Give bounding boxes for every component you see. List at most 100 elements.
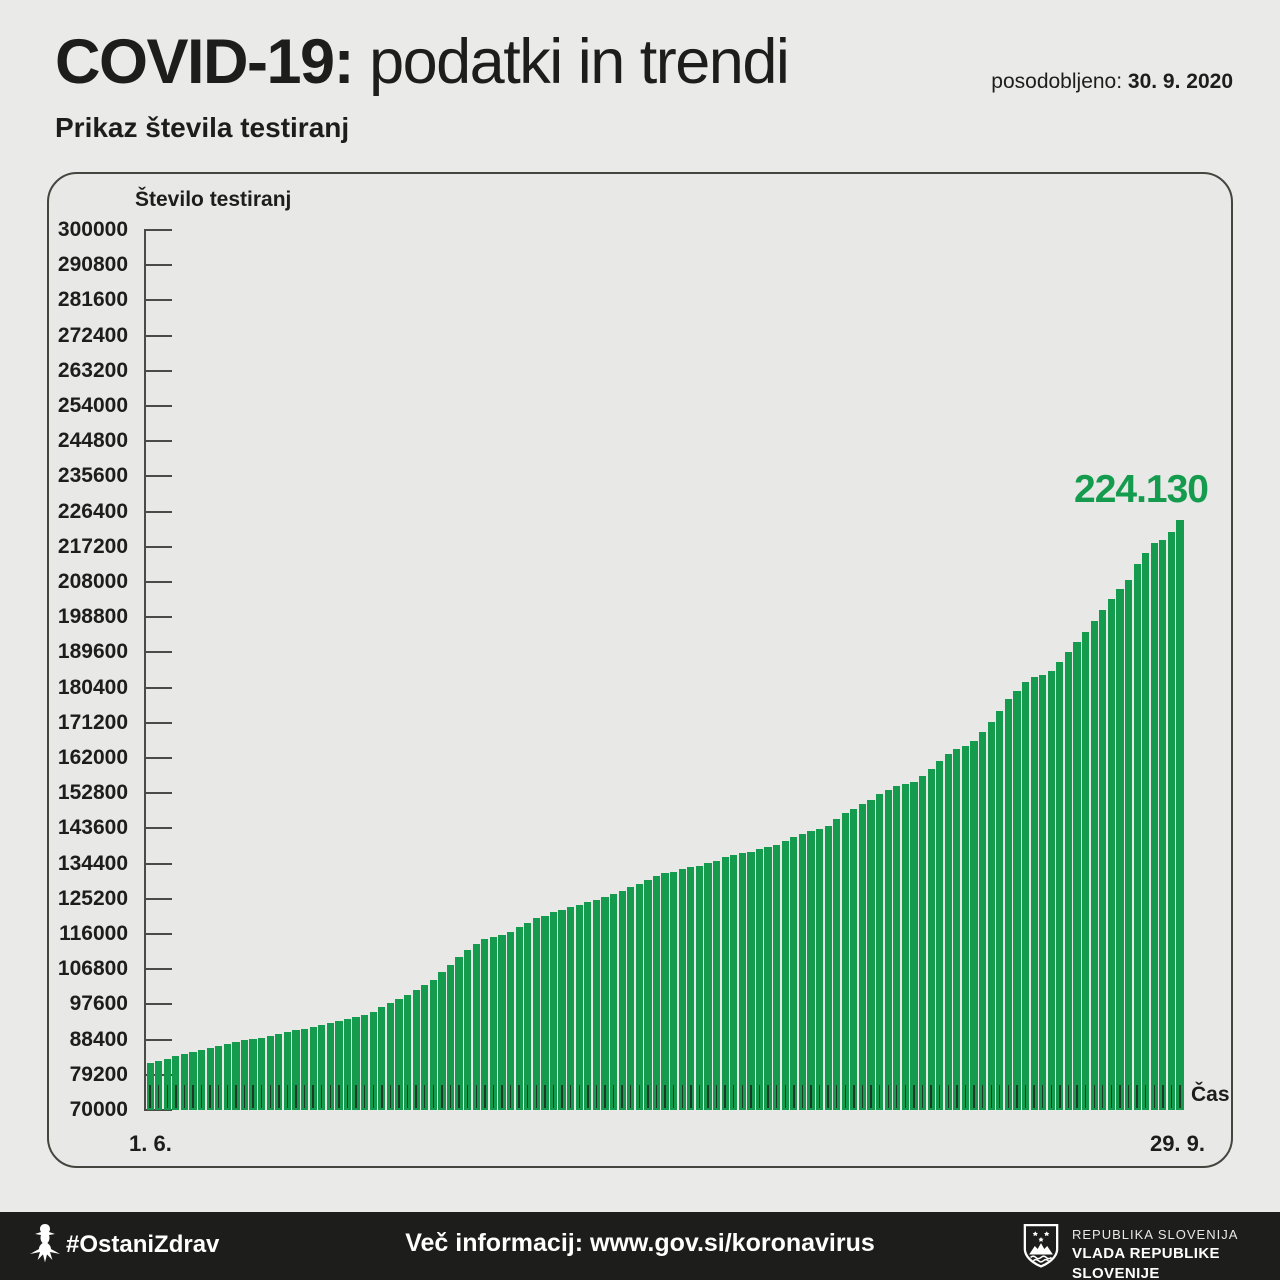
bar: [515, 927, 523, 1110]
updated-label: posodobljeno:: [991, 70, 1128, 93]
y-tick-mark: [144, 1038, 172, 1041]
bar: [996, 710, 1004, 1110]
x-tick-mark: [921, 1085, 924, 1108]
x-tick-mark: [569, 1085, 572, 1108]
x-tick-mark: [312, 1085, 314, 1108]
x-tick-mark: [758, 1085, 761, 1108]
bar: [300, 1028, 309, 1110]
x-tick-mark: [999, 1085, 1001, 1108]
y-tick-label: 88400: [69, 1027, 128, 1051]
x-tick-mark: [853, 1085, 855, 1108]
x-tick-mark: [1162, 1085, 1164, 1108]
bar: [901, 784, 909, 1110]
x-tick-mark: [896, 1085, 898, 1108]
x-tick-mark: [363, 1085, 366, 1108]
x-tick-mark: [861, 1085, 864, 1108]
bar: [506, 932, 515, 1110]
x-tick-mark: [647, 1085, 649, 1108]
x-tick-mark: [981, 1085, 984, 1108]
x-tick-mark: [612, 1085, 615, 1108]
x-tick-mark: [1050, 1085, 1052, 1108]
x-tick-mark: [1007, 1085, 1010, 1108]
x-tick-mark: [587, 1085, 589, 1108]
x-tick-mark: [827, 1085, 829, 1108]
bar: [215, 1046, 223, 1110]
x-tick-mark: [535, 1085, 538, 1108]
x-tick-mark: [243, 1085, 246, 1108]
bar: [910, 781, 918, 1110]
y-axis-line: [144, 230, 146, 1110]
y-tick-mark: [144, 651, 172, 654]
y-tick-label: 189600: [57, 640, 128, 664]
bar: [558, 909, 566, 1110]
bar: [197, 1050, 206, 1110]
x-tick-mark: [449, 1085, 452, 1108]
x-tick-mark: [149, 1085, 151, 1108]
x-tick-mark: [509, 1085, 512, 1108]
bar: [807, 831, 815, 1110]
footer-bar: #OstaniZdrav Več informacij: www.gov.si/…: [0, 1212, 1280, 1280]
bar: [1124, 579, 1133, 1110]
bar: [584, 902, 592, 1110]
bar: [893, 786, 901, 1110]
x-tick-mark: [887, 1085, 889, 1108]
bar: [283, 1032, 292, 1110]
bar: [790, 837, 798, 1110]
updated-timestamp: posodobljeno: 30. 9. 2020: [991, 70, 1233, 94]
x-tick-mark: [818, 1085, 821, 1108]
y-axis-title: Število testiranj: [135, 188, 292, 211]
bar: [369, 1011, 377, 1110]
x-tick-mark: [1033, 1085, 1035, 1108]
bar: [489, 937, 498, 1110]
bar: [249, 1038, 257, 1110]
bar: [738, 853, 746, 1110]
x-tick-mark: [784, 1085, 786, 1108]
y-tick-label: 217200: [57, 534, 128, 558]
x-tick-mark: [604, 1085, 606, 1108]
y-tick-mark: [144, 686, 172, 689]
y-tick-mark: [144, 299, 172, 302]
x-tick-mark: [527, 1085, 529, 1108]
x-tick-mark: [1127, 1085, 1130, 1108]
bar: [1047, 670, 1055, 1110]
bar: [1082, 631, 1090, 1110]
bar: [1030, 677, 1038, 1110]
bar: [1133, 564, 1141, 1110]
bar: [258, 1037, 266, 1110]
x-tick-mark: [432, 1085, 435, 1108]
x-tick-mark: [544, 1085, 546, 1108]
bar: [833, 819, 841, 1110]
x-tick-mark: [183, 1085, 186, 1108]
y-tick-mark: [144, 827, 172, 830]
bar: [335, 1020, 343, 1110]
government-label-line2: VLADA REPUBLIKE SLOVENIJE: [1072, 1244, 1220, 1280]
x-tick-mark: [836, 1085, 838, 1108]
x-tick-mark: [733, 1085, 735, 1108]
x-tick-mark: [664, 1085, 666, 1108]
x-tick-mark: [218, 1085, 220, 1108]
x-tick-mark: [200, 1085, 203, 1108]
x-tick-mark: [775, 1085, 778, 1108]
y-tick-mark: [144, 1003, 172, 1006]
y-tick-label: 79200: [69, 1062, 128, 1086]
bar: [652, 876, 661, 1110]
y-tick-mark: [144, 933, 172, 935]
bar: [670, 871, 678, 1110]
x-tick-mark: [767, 1085, 769, 1108]
x-tick-mark: [492, 1085, 495, 1108]
y-tick-label: 162000: [57, 746, 128, 769]
y-tick-label: 281600: [57, 288, 128, 312]
bar: [936, 760, 944, 1110]
bar: [343, 1018, 352, 1110]
bar: [618, 890, 626, 1110]
footer-info-text: Več informacij: www.gov.si/koronavirus: [405, 1229, 875, 1257]
x-tick-mark: [1153, 1085, 1155, 1108]
x-tick-mark: [1042, 1085, 1044, 1108]
bar: [172, 1056, 180, 1110]
bar: [395, 999, 403, 1110]
y-tick-label: 70000: [69, 1098, 128, 1121]
y-tick-label: 226400: [57, 499, 128, 523]
bar: [464, 949, 472, 1110]
x-tick-mark: [1016, 1085, 1018, 1108]
x-tick-mark: [398, 1085, 400, 1108]
